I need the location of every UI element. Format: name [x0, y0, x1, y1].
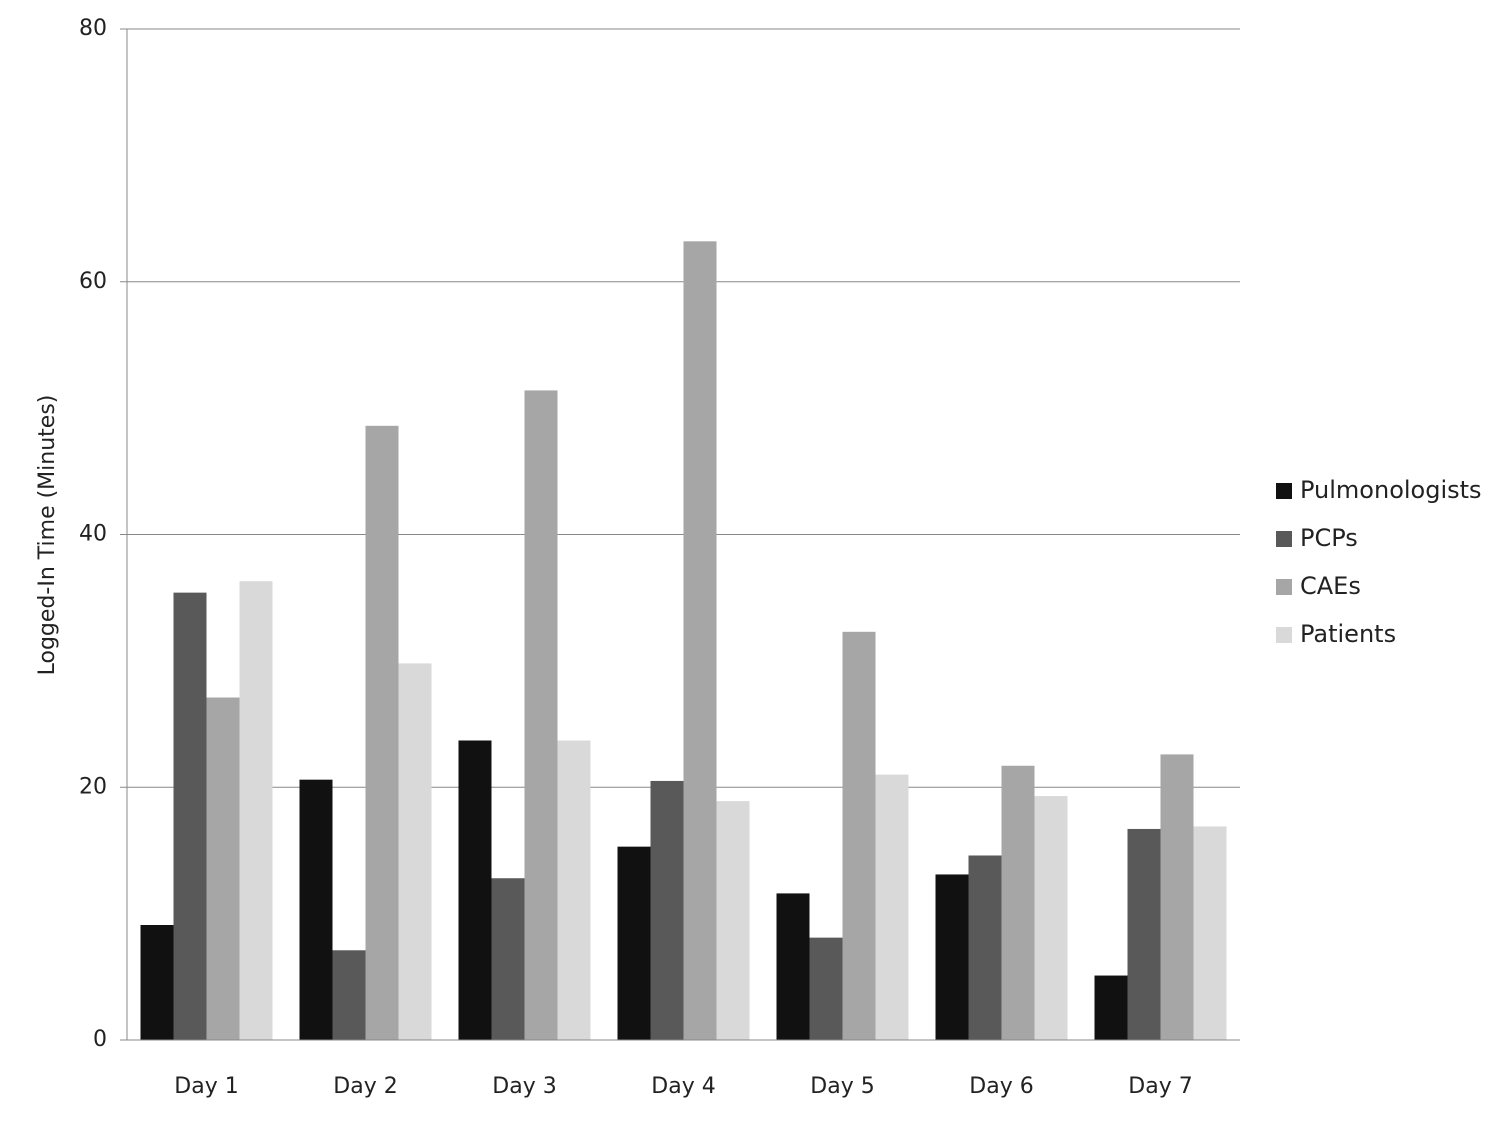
- bar: [650, 780, 684, 1040]
- bar: [1127, 828, 1161, 1040]
- legend-swatch: [1276, 483, 1292, 499]
- legend-label: Patients: [1300, 620, 1396, 648]
- bar: [173, 592, 207, 1040]
- bar: [1094, 975, 1128, 1040]
- bar: [683, 241, 717, 1040]
- bar: [809, 937, 843, 1040]
- legend-label: PCPs: [1300, 524, 1358, 552]
- legend-label: CAEs: [1300, 572, 1361, 600]
- bar: [716, 801, 750, 1040]
- bar: [398, 663, 432, 1040]
- bar: [332, 950, 366, 1040]
- x-tick-label: Day 6: [969, 1074, 1033, 1099]
- y-tick-label: 80: [79, 16, 107, 41]
- x-tick-label: Day 3: [492, 1074, 556, 1099]
- bar: [842, 631, 876, 1040]
- bar: [1034, 796, 1068, 1040]
- bar: [1160, 754, 1194, 1040]
- y-tick-label: 0: [93, 1027, 107, 1052]
- y-tick-label: 20: [79, 774, 107, 799]
- bar: [458, 740, 492, 1040]
- bar: [617, 846, 651, 1040]
- x-tick-label: Day 1: [174, 1074, 238, 1099]
- bar: [776, 893, 810, 1040]
- bar: [968, 855, 1002, 1040]
- bar: [935, 874, 969, 1040]
- bar: [140, 924, 174, 1040]
- x-tick-label: Day 5: [810, 1074, 874, 1099]
- bar: [1193, 826, 1227, 1040]
- legend-swatch: [1276, 627, 1292, 643]
- legend-swatch: [1276, 579, 1292, 595]
- bar: [365, 425, 399, 1040]
- bar: [1001, 765, 1035, 1040]
- bar: [206, 697, 240, 1040]
- bar: [299, 779, 333, 1040]
- y-tick-label: 60: [79, 269, 107, 294]
- y-axis-title: Logged-In Time (Minutes): [35, 395, 60, 676]
- bar: [239, 581, 273, 1040]
- legend-label: Pulmonologists: [1300, 476, 1482, 504]
- bar: [524, 390, 558, 1040]
- bar: [875, 774, 909, 1040]
- y-tick-label: 40: [79, 522, 107, 547]
- x-tick-label: Day 2: [333, 1074, 397, 1099]
- bar: [491, 878, 525, 1040]
- legend-swatch: [1276, 531, 1292, 547]
- bar: [557, 740, 591, 1040]
- x-tick-label: Day 4: [651, 1074, 715, 1099]
- x-tick-label: Day 7: [1128, 1074, 1192, 1099]
